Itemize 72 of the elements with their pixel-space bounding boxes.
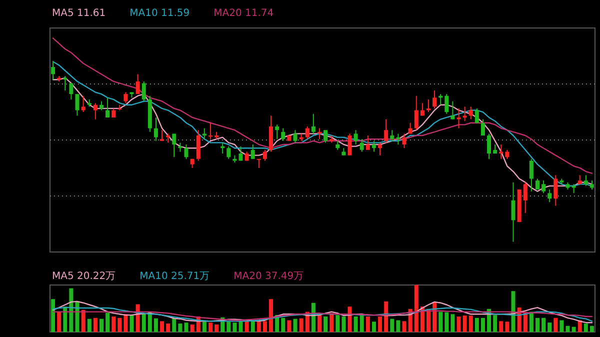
text: MA5 20.22万 (52, 271, 116, 282)
text: MA5 11.61 (52, 8, 106, 19)
bar (438, 312, 443, 332)
bar (214, 324, 219, 332)
bar (336, 315, 340, 332)
bar (250, 321, 255, 332)
bar (554, 318, 558, 332)
bar (124, 314, 128, 332)
bar (281, 318, 286, 332)
bar (51, 299, 56, 332)
bar (57, 312, 62, 332)
bar (299, 318, 304, 332)
bar (396, 320, 400, 332)
bar (384, 301, 388, 332)
bar (244, 321, 249, 332)
bar (366, 316, 370, 332)
bar (142, 313, 146, 332)
text: MA10 11.59 (130, 8, 190, 19)
bar (390, 318, 394, 332)
text: MA10 25.71万 (140, 271, 210, 282)
bar (342, 316, 346, 332)
bar (287, 320, 292, 332)
text: MA20 37.49万 (234, 271, 304, 282)
bar (572, 326, 576, 332)
bar (262, 321, 267, 332)
bar (450, 314, 455, 332)
bar (426, 308, 430, 332)
bar (112, 316, 116, 332)
bar (378, 316, 382, 332)
bar (118, 318, 122, 332)
bar (87, 318, 92, 332)
bar (584, 324, 588, 332)
bar (154, 318, 158, 332)
bar (480, 318, 485, 332)
bar (542, 318, 546, 332)
bar (590, 326, 594, 332)
bar (269, 299, 274, 332)
bar (499, 321, 504, 332)
bar (360, 314, 364, 332)
bar (256, 322, 261, 332)
bar (330, 313, 334, 332)
bar (63, 306, 68, 332)
bar (414, 285, 418, 332)
bar (493, 315, 498, 332)
bar (106, 312, 110, 332)
bar (166, 324, 170, 332)
bar (208, 322, 212, 332)
bar (202, 322, 206, 332)
bar (317, 315, 322, 332)
bar (505, 322, 510, 332)
bar (324, 316, 328, 332)
bar (535, 318, 540, 332)
bar (529, 312, 534, 332)
bar (354, 316, 358, 332)
bar (372, 322, 376, 332)
bar (474, 318, 479, 332)
bar (560, 320, 564, 332)
bar (93, 318, 98, 332)
bar (462, 316, 467, 332)
bar (99, 318, 104, 332)
bar (160, 321, 164, 332)
bar (81, 310, 86, 332)
bar (226, 322, 231, 332)
bar (548, 322, 552, 332)
bar (190, 324, 194, 332)
bar (178, 324, 182, 332)
bar (69, 288, 74, 332)
bar (444, 312, 449, 332)
bar (232, 322, 237, 332)
bar (172, 318, 176, 332)
text: MA20 11.74 (214, 8, 274, 19)
bar (468, 316, 473, 332)
